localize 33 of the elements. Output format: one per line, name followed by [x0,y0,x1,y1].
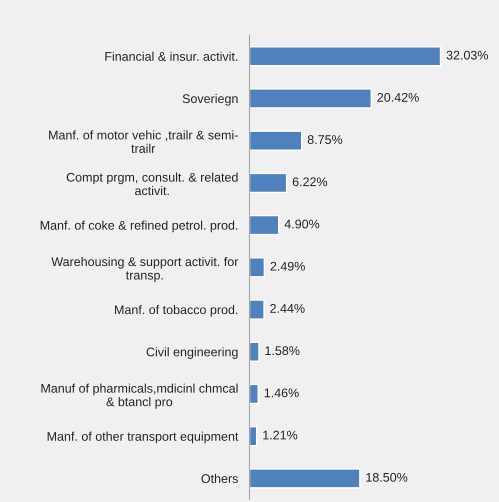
y-tick-label: Civil engineering [146,347,238,359]
bar [250,88,372,109]
data-label: 1.21% [263,430,298,440]
bar [250,426,258,446]
data-label: 32.03% [446,50,488,60]
y-tick-label: Manf. of other transport equipment [48,432,238,444]
bar [250,46,442,66]
bar [250,130,302,151]
y-tick-label: Compt prgm, consult. & related activit. [66,172,238,196]
data-label: 20.42% [377,92,419,102]
data-label: 18.50% [366,472,408,482]
data-label: 2.49% [270,262,305,271]
y-tick-label: Manf. of coke & refined petrol. prod. [40,220,238,232]
y-tick-label: Warehousing & support activit. for transp. [51,256,238,282]
y-tick-label: Manuf of pharmicals,mdicinl chmcal & btancl pro [41,384,238,409]
bar [250,468,361,489]
data-label: 1.46% [264,388,299,398]
data-label: 2.44% [270,304,305,313]
y-tick-label: Financial & insur. activit. [105,52,238,61]
bar [250,172,288,194]
data-label: 8.75% [308,135,342,144]
data-label: 1.58% [265,346,300,356]
y-tick-label: Soveriegn [182,94,238,106]
data-label: 4.90% [284,220,320,228]
y-tick-label: Manf. of motor vehic ,trailr & semi- trailr [49,130,238,153]
bar [250,384,259,404]
y-tick-label: Others [201,474,238,484]
bar [250,257,266,278]
bar [250,214,280,236]
bar [250,342,260,362]
y-tick-label: Manf. of tobacco prod. [115,305,238,317]
bar [250,299,265,320]
data-label: 6.22% [292,177,328,186]
